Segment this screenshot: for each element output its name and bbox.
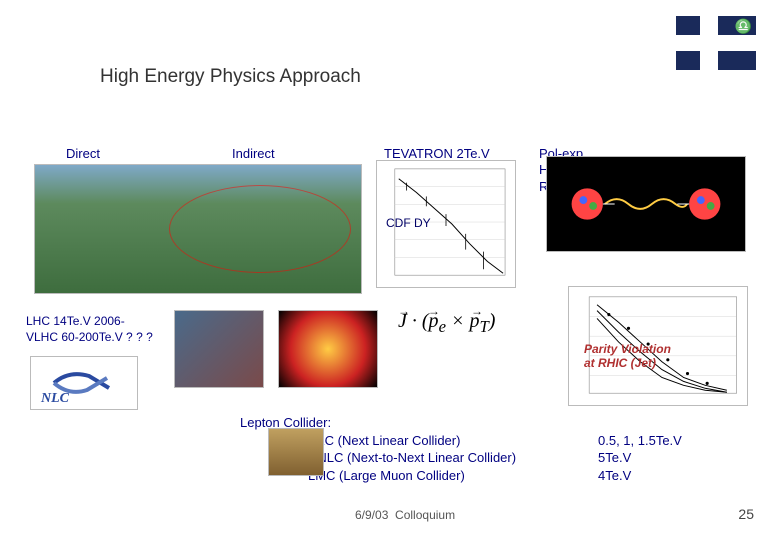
nlc-logo: NLC — [30, 356, 138, 410]
formula: →J · →(pe → × pT) — [398, 310, 495, 337]
lepton-nnlc-energy: 5Te.V — [598, 449, 631, 467]
flag-symbol: ♎ — [735, 18, 752, 35]
formula-sub2: T — [479, 317, 488, 336]
footer-event: Colloquium — [395, 508, 455, 522]
label-cdf-dy: CDF DY — [386, 216, 431, 230]
pv-line2: at RHIC (Jet) — [584, 356, 656, 370]
formula-J: →J — [398, 310, 407, 332]
detector-module-image — [268, 428, 324, 476]
footer-date: 6/9/03 Colloquium — [355, 508, 455, 522]
lepton-row-lmc: LMC (Large Muon Collider)4Te.V — [308, 467, 682, 485]
lepton-lmc-name: LMC (Large Muon Collider) — [308, 467, 598, 485]
aerial-photo — [34, 164, 362, 294]
slide-root: ♎ High Energy Physics Approach Direct In… — [0, 0, 780, 540]
formula-pT: → × p — [451, 310, 480, 332]
pv-line1: Parity Violation — [584, 342, 671, 356]
flag-logo: ♎ — [676, 16, 756, 70]
lepton-row-nnlc: NNLC (Next-to-Next Linear Collider)5Te.V — [308, 449, 682, 467]
nlc-logo-text: NLC — [41, 391, 69, 407]
lepton-row-nlc: NLC (Next Linear Collider)0.5, 1, 1.5Te.… — [308, 432, 682, 450]
lhc-block: LHC 14Te.V 2006- VLHC 60-200Te.V ? ? ? — [26, 313, 153, 345]
lepton-nlc-energy: 0.5, 1, 1.5Te.V — [598, 432, 682, 450]
footer-date-value: 6/9/03 — [355, 508, 388, 522]
flag-cross-vertical — [700, 16, 718, 70]
lepton-nlc-name: NLC (Next Linear Collider) — [308, 432, 598, 450]
formula-dot: · — [412, 310, 417, 332]
label-tevatron: TEVATRON 2Te.V — [384, 146, 490, 161]
formula-sub1: e — [439, 317, 446, 336]
parity-violation-label: Parity Violation at RHIC (Jet) — [584, 342, 671, 371]
slide-title: High Energy Physics Approach — [100, 66, 361, 88]
lepton-nnlc-name: NNLC (Next-to-Next Linear Collider) — [308, 449, 598, 467]
lepton-lmc-energy: 4Te.V — [598, 467, 631, 485]
label-direct: Direct — [66, 146, 100, 161]
footer-page-number: 25 — [738, 506, 754, 522]
label-indirect: Indirect — [232, 146, 275, 161]
formula-close: ) — [489, 310, 496, 332]
formula-pe: →(p — [422, 310, 439, 332]
event-display — [278, 310, 378, 388]
detector-image — [174, 310, 264, 388]
lhc-line2: VLHC 60-200Te.V ? ? ? — [26, 330, 153, 344]
lhc-line1: LHC 14Te.V 2006- — [26, 314, 125, 328]
collision-diagram — [546, 156, 746, 252]
